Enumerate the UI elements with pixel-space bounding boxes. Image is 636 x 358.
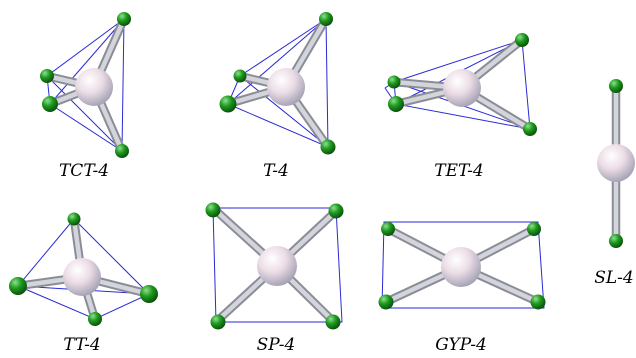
molecule-tct4: TCT-4 bbox=[40, 12, 131, 181]
ligand-atom bbox=[609, 234, 623, 248]
ligand-atom bbox=[210, 314, 226, 330]
ligand-atom bbox=[140, 285, 158, 303]
ligand-atom bbox=[88, 312, 102, 326]
ligand-atom bbox=[328, 203, 344, 219]
ligand-atom bbox=[205, 202, 221, 218]
center-atom bbox=[267, 68, 305, 106]
molecule-sl4: SL-4 bbox=[594, 79, 635, 288]
center-atom bbox=[63, 258, 101, 296]
ligand-atom bbox=[117, 12, 131, 26]
ligand-atom bbox=[527, 222, 541, 236]
molecule-tet4: TET-4 bbox=[384, 33, 537, 181]
ligand-atom bbox=[219, 95, 237, 113]
center-atom bbox=[441, 247, 481, 287]
label-sp4: SP-4 bbox=[257, 335, 296, 355]
label-tet4: TET-4 bbox=[434, 161, 483, 181]
center-atom bbox=[597, 144, 635, 182]
molecule-t4: T-4 bbox=[219, 12, 336, 181]
ligand-atom bbox=[609, 79, 623, 93]
label-tct4: TCT-4 bbox=[59, 161, 109, 181]
ligand-atom bbox=[378, 294, 394, 310]
label-tt4: TT-4 bbox=[63, 335, 100, 355]
ligand-atom bbox=[115, 144, 129, 158]
ligand-atom bbox=[40, 69, 54, 83]
ligand-atom bbox=[42, 96, 58, 112]
ligand-atom bbox=[325, 314, 341, 330]
ligand-atom bbox=[67, 212, 81, 226]
center-atom bbox=[75, 68, 113, 106]
molecule-gyp4: GYP-4 bbox=[378, 221, 546, 355]
ligand-atom bbox=[9, 277, 27, 295]
ligand-atom bbox=[530, 294, 546, 310]
ligand-atom bbox=[319, 12, 333, 26]
ligand-atom bbox=[233, 69, 247, 83]
center-atom bbox=[257, 246, 297, 286]
ligand-atom bbox=[387, 75, 401, 89]
label-gyp4: GYP-4 bbox=[435, 335, 487, 355]
molecule-sp4: SP-4 bbox=[205, 202, 344, 355]
polyhedron-edges bbox=[381, 221, 545, 309]
ligand-atom bbox=[523, 122, 537, 136]
label-t4: T-4 bbox=[263, 161, 289, 181]
center-atom bbox=[443, 69, 481, 107]
ligand-atom bbox=[320, 139, 336, 155]
ligand-atom bbox=[381, 222, 395, 236]
label-sl4: SL-4 bbox=[594, 268, 634, 288]
polyhedron-edges bbox=[212, 207, 343, 323]
ligand-atom bbox=[515, 33, 529, 47]
ligand-atom bbox=[388, 96, 404, 112]
molecule-tt4: TT-4 bbox=[9, 212, 158, 355]
